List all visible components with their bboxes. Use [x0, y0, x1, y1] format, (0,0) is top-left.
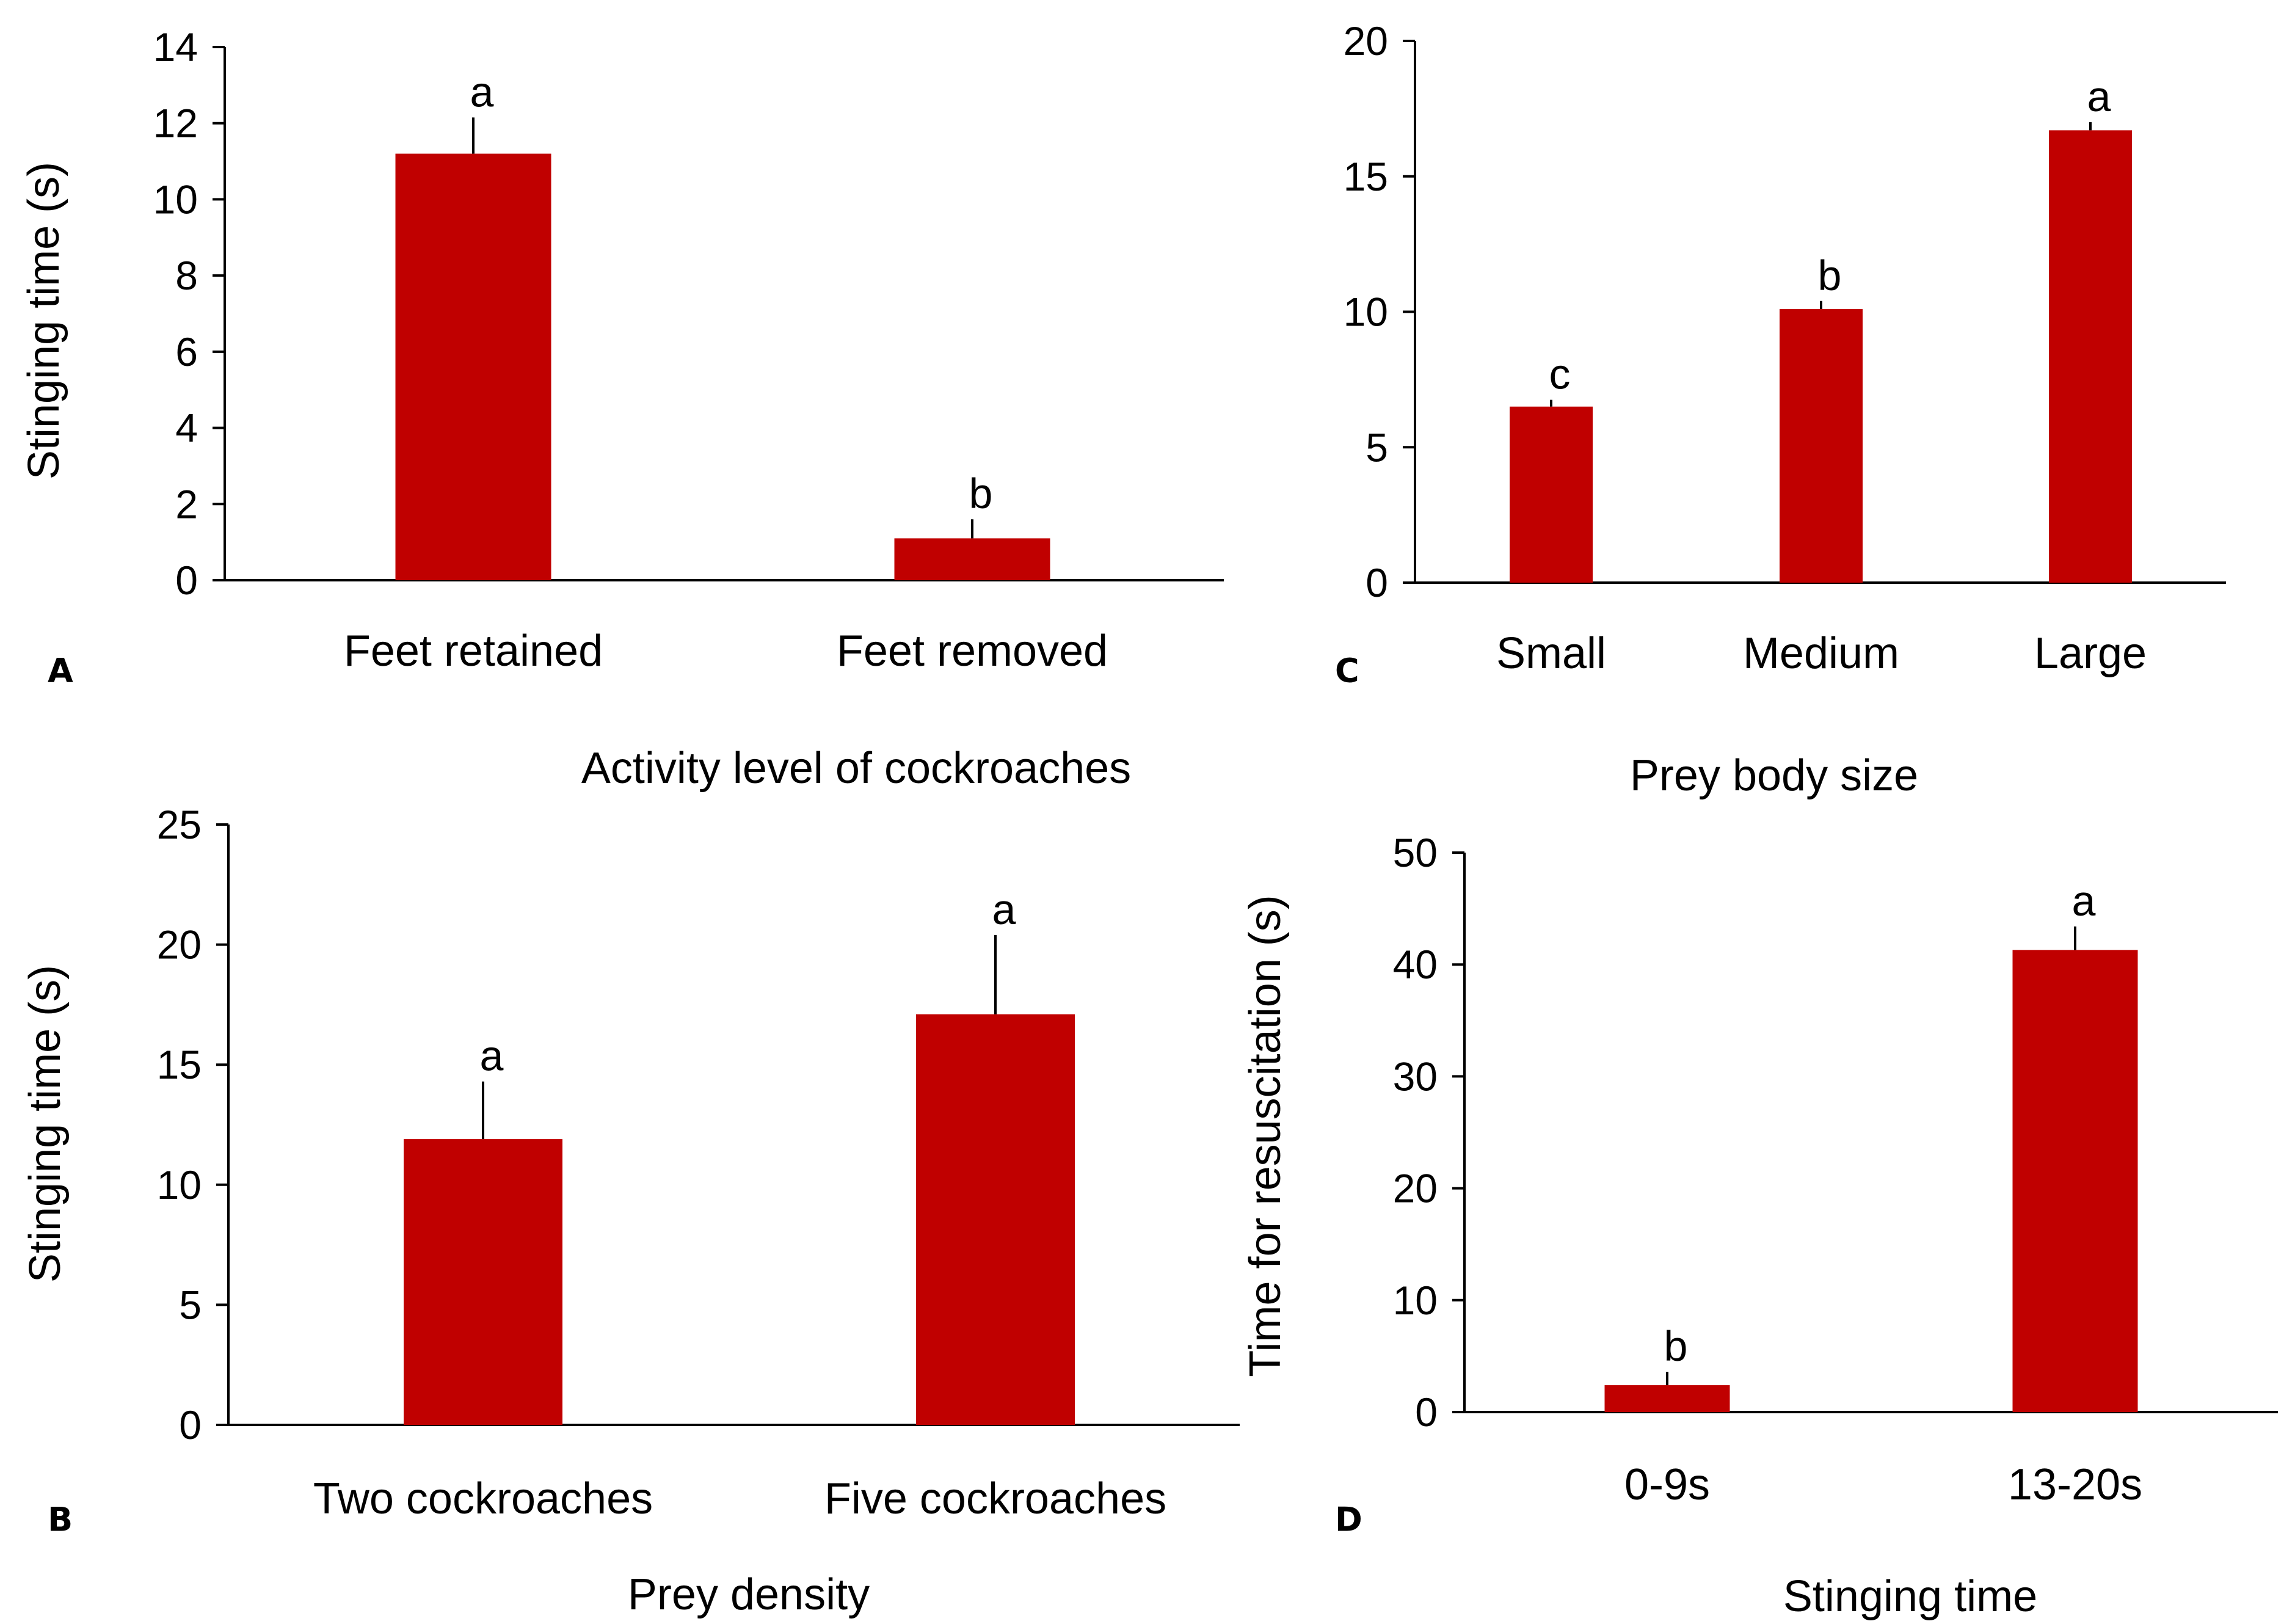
panel-b-y-tick-label: 15: [157, 1042, 202, 1087]
panel-c-category-label: Small: [1496, 629, 1606, 678]
panel-d-category-label: 13-20s: [2008, 1460, 2142, 1509]
panel-a-significance-letter: b: [969, 470, 993, 517]
panel-d-bar: [1604, 1385, 1730, 1412]
panel-c-significance-letter: c: [1549, 351, 1571, 398]
panel-c-bar: [2049, 130, 2132, 583]
panel-d-y-tick-label: 0: [1415, 1389, 1438, 1435]
panel-b-letter: B: [48, 1501, 73, 1539]
panel-d-y-tick-label: 10: [1393, 1278, 1438, 1323]
panel-d-significance-letter: b: [1664, 1322, 1688, 1370]
panel-a-y-tick-label: 2: [175, 481, 198, 526]
panel-c-bar: [1780, 309, 1863, 583]
panel-b-category-label: Two cockroaches: [313, 1474, 653, 1523]
panel-a-category-label: Feet retained: [344, 627, 603, 675]
panel-a-y-tick-label: 4: [175, 406, 198, 451]
panel-b-y-tick-label: 0: [179, 1402, 202, 1447]
panel-b-bar: [916, 1014, 1075, 1425]
panel-a-y-tick-label: 10: [153, 177, 198, 222]
panel-d-category-label: 0-9s: [1624, 1460, 1710, 1509]
panel-b-y-tick-label: 5: [179, 1282, 202, 1327]
panel-c-y-tick-label: 15: [1344, 154, 1388, 199]
panel-b-y-tick-label: 20: [157, 922, 202, 967]
panel-a-y-tick-label: 8: [175, 253, 198, 298]
panel-d-y-title: Time for resuscitation (s): [1241, 895, 1290, 1377]
panel-d-y-tick-label: 30: [1393, 1054, 1438, 1099]
panel-d-x-title: Stinging time: [1783, 1572, 2037, 1621]
panel-c-y-tick-label: 10: [1344, 289, 1388, 335]
panel-d-letter: D: [1335, 1501, 1362, 1539]
panel-c-category-label: Medium: [1743, 629, 1899, 678]
panel-b-y-title: Stinging time (s): [21, 965, 70, 1283]
panel-d-y-tick-label: 20: [1393, 1166, 1438, 1211]
panel-a-x-title: Activity level of cockroaches: [581, 744, 1131, 793]
panel-b-significance-letter: a: [992, 886, 1016, 933]
panel-a-bar: [894, 538, 1050, 580]
panel-b-x-title: Prey density: [628, 1570, 870, 1619]
panel-d-bar: [2012, 950, 2138, 1412]
panel-c-letter: C: [1335, 652, 1359, 690]
panel-c-category-label: Large: [2034, 629, 2147, 678]
panel-b-y-tick-label: 10: [157, 1162, 202, 1207]
panel-b-bar: [404, 1139, 562, 1425]
panel-b-significance-letter: a: [480, 1032, 504, 1080]
panel-a-y-title: Stinging time (s): [20, 162, 68, 479]
panel-a-bar: [395, 153, 551, 581]
panel-a-y-tick-label: 12: [153, 101, 198, 146]
panel-a-category-label: Feet removed: [837, 627, 1108, 675]
panel-d-y-tick-label: 50: [1393, 830, 1438, 875]
panel-a-y-tick-label: 14: [153, 24, 198, 70]
panel-c-y-tick-label: 20: [1344, 18, 1388, 64]
panel-c-y-tick-label: 5: [1366, 424, 1388, 470]
panel-d-y-tick-label: 40: [1393, 942, 1438, 987]
panel-c-bar: [1510, 406, 1593, 583]
panel-c-significance-letter: a: [2087, 73, 2111, 120]
panel-d-significance-letter: a: [2072, 877, 2096, 925]
panel-c-x-title: Prey body size: [1630, 751, 1918, 800]
panel-a-letter: A: [48, 652, 73, 690]
panel-a-y-tick-label: 0: [175, 558, 198, 603]
panel-c-y-tick-label: 0: [1366, 560, 1388, 605]
panel-a-y-tick-label: 6: [175, 329, 198, 374]
panel-a-significance-letter: a: [470, 68, 494, 115]
panel-b-y-tick-label: 25: [157, 802, 202, 847]
panel-c-significance-letter: b: [1818, 252, 1842, 299]
panel-b-category-label: Five cockroaches: [824, 1474, 1166, 1523]
